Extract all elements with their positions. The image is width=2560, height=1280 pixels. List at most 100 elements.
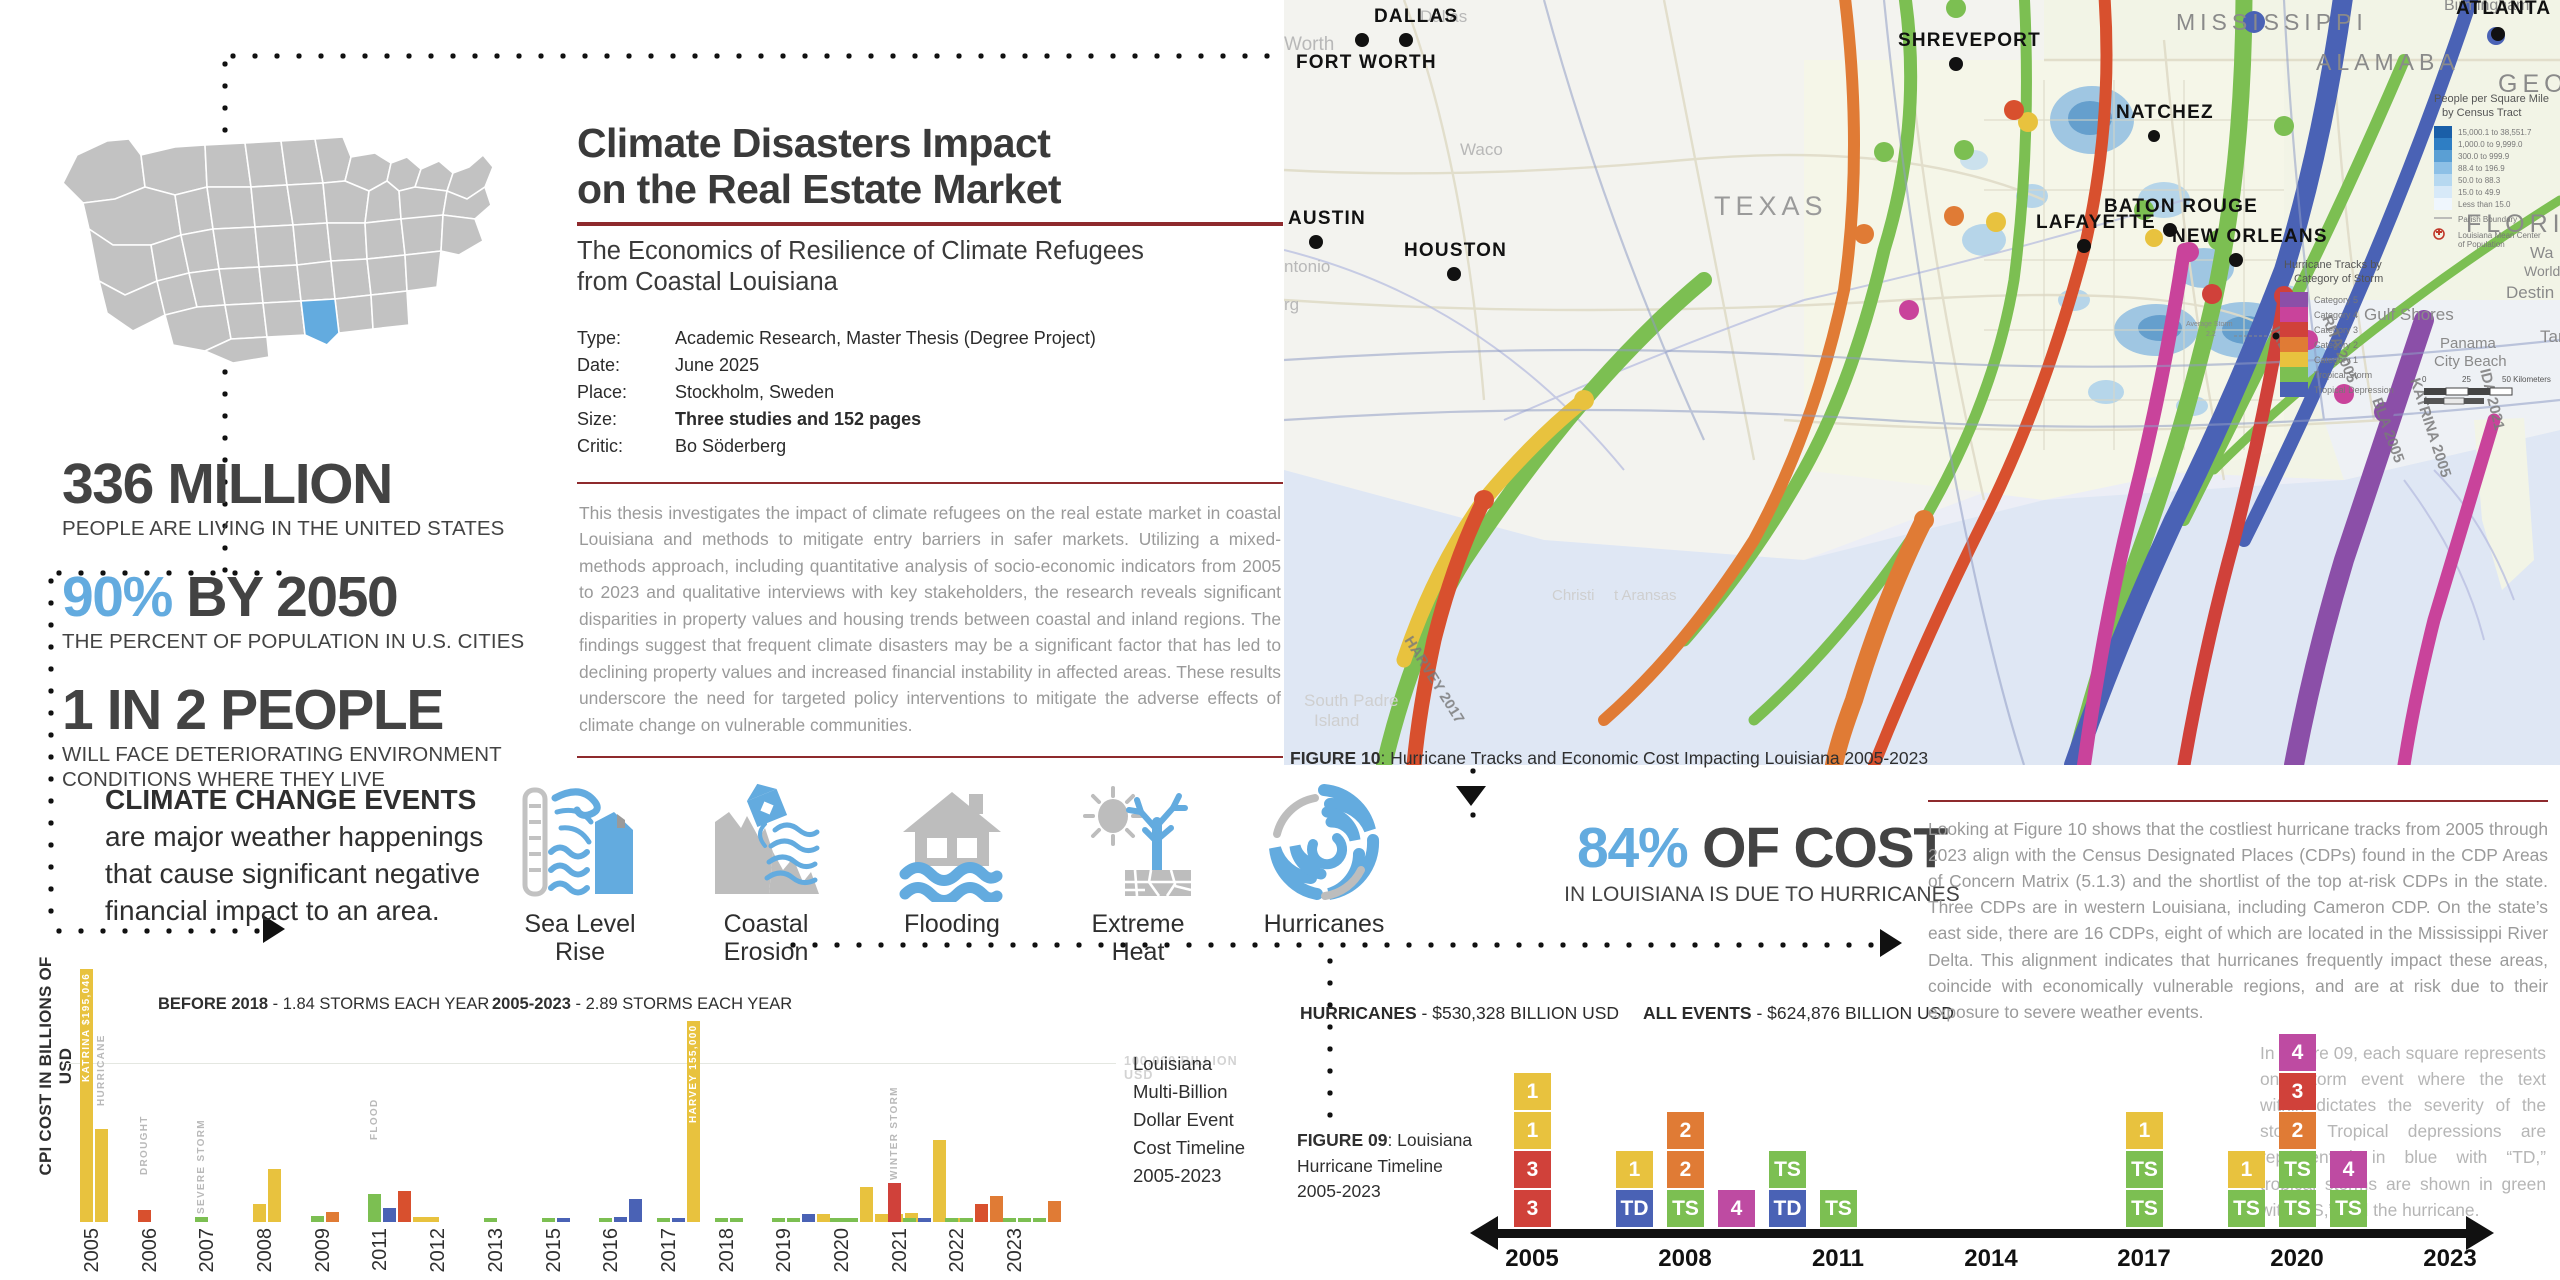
place-label-wa: Wa xyxy=(2530,245,2554,262)
icon-label-sea-level-rise-2: Rise xyxy=(554,938,605,966)
place-label-island: Island xyxy=(1314,711,1359,730)
bar-2018-severe_storm xyxy=(714,1218,728,1222)
bar-2005-hurricane xyxy=(80,969,93,1222)
timeline-year-2005: 2005 xyxy=(1505,1245,1559,1272)
svg-text:Hurricane Tracks by: Hurricane Tracks by xyxy=(2284,259,2382,271)
connector-cost-to-fig09-vertical xyxy=(1327,950,1333,1130)
page-subtitle-line-2: from Coastal Louisiana xyxy=(577,268,838,297)
barchart-year-2023: 2023 xyxy=(1004,1228,1027,1273)
timeline-square-2011-TS: TS xyxy=(1820,1190,1857,1227)
cce-body-3: financial impact to an area. xyxy=(105,894,440,926)
metadata-value-type: Academic Research, Master Thesis (Degree… xyxy=(675,327,1096,348)
city-label-lafayette: LAFAYETTE xyxy=(2036,212,2156,233)
timeline-square-2005-1: 1 xyxy=(1514,1073,1551,1110)
city-label-atlanta: ATLANTA xyxy=(2456,0,2551,19)
bar-2019-severe_storm xyxy=(772,1218,786,1222)
svg-text:Parish Boundary: Parish Boundary xyxy=(2458,215,2517,224)
city-label-austin: AUSTIN xyxy=(1288,208,1366,229)
bar-2019-severe_storm xyxy=(787,1218,801,1222)
barchart-year-2016: 2016 xyxy=(600,1228,623,1273)
timeline-square-2008-2: 2 xyxy=(1667,1151,1704,1188)
bar-label-2005-hurricane: HURRICANE xyxy=(96,1033,107,1106)
icon-cell-coastal-erosion: Coastal Erosion xyxy=(686,782,846,966)
timeline-year-2008: 2008 xyxy=(1658,1245,1712,1272)
timeline-square-2020-2: 2 xyxy=(2279,1112,2316,1149)
metadata-value-critic: Bo Söderberg xyxy=(675,435,787,456)
flooding-icon xyxy=(899,792,1003,902)
abstract-text: This thesis investigates the impact of c… xyxy=(579,502,1281,735)
svg-text:1,000.0 to 9,999.0: 1,000.0 to 9,999.0 xyxy=(2458,140,2523,149)
icon-cell-hurricanes: Hurricanes xyxy=(1244,782,1404,966)
barchart-year-2022: 2022 xyxy=(946,1228,969,1273)
bar-2006-drought xyxy=(137,1210,151,1222)
timeline-column-2009: 4 xyxy=(1718,1188,1755,1227)
bar-2023-tropical_cyclone xyxy=(1048,1201,1062,1222)
climate-event-icons: Sea Level Rise Coastal xyxy=(500,782,1404,966)
city-dot-natchez xyxy=(2148,130,2160,142)
barchart-legend: Louisiana Multi-Billion Dollar Event Cos… xyxy=(1133,1050,1268,1191)
svg-text:300.0 to 999.9: 300.0 to 999.9 xyxy=(2458,152,2510,161)
cce-headline: CLIMATE CHANGE EVENTS xyxy=(105,784,477,815)
stat-urbanization: 90% BY 2050 THE PERCENT OF POPULATION IN… xyxy=(62,568,582,655)
figure-09-caption-label: FIGURE 09 xyxy=(1297,1130,1388,1150)
timeline-column-2011: TS xyxy=(1820,1188,1857,1227)
timeline-arrow-left xyxy=(1470,1216,1498,1250)
bar-2011-drought xyxy=(398,1190,412,1222)
metadata-value-date: June 2025 xyxy=(675,354,760,375)
timeline-square-2017-TS: TS xyxy=(2126,1190,2163,1227)
stat-urbanization-number: 90% BY 2050 xyxy=(62,568,582,626)
icon-cell-extreme-heat: Extreme Heat xyxy=(1058,782,1218,966)
city-dot-new-orleans xyxy=(2229,253,2243,267)
climate-change-events-text: CLIMATE CHANGE EVENTS are major weather … xyxy=(105,782,525,930)
timeline-year-2020: 2020 xyxy=(2270,1245,2324,1272)
city-label-dallas: DALLAS xyxy=(1374,6,1458,27)
city-dot-baton-rouge xyxy=(2163,223,2177,237)
timeline-column-2019: TS 1 xyxy=(2228,1149,2265,1227)
cost-statistic-rest: OF COST xyxy=(1687,816,1948,880)
metadata-row-date: Date: June 2025 xyxy=(577,352,1283,379)
map-density-legend: People per Square Mile by Census Tract 1… xyxy=(2433,93,2549,249)
barchart-annot-left-bold: BEFORE 2018 xyxy=(158,995,269,1013)
timeline-square-2020-TS: TS xyxy=(2279,1151,2316,1188)
timeline-column-2008: TS 2 2 xyxy=(1667,1110,1704,1227)
bar-2020-hurricane xyxy=(905,1212,918,1222)
figure-10-caption: FIGURE 10: Hurricane Tracks and Economic… xyxy=(1290,748,1928,769)
city-label-natchez: NATCHEZ xyxy=(2116,102,2214,123)
stat-population-caption: PEOPLE ARE LIVING IN THE UNITED STATES xyxy=(62,517,505,541)
bar-2012-hurricane xyxy=(426,1217,440,1222)
stat-environment-caption-2: CONDITIONS WHERE THEY LIVE xyxy=(62,768,386,792)
bar-label-2017-hurricane: HARVEY 155,000 xyxy=(687,1025,699,1124)
timeline-square-2020-TS: TS xyxy=(2279,1190,2316,1227)
barchart-legend-line-1: Louisiana xyxy=(1133,1053,1213,1074)
timeline-square-2017-TS: TS xyxy=(2126,1151,2163,1188)
icon-label-coastal-erosion-2: Erosion xyxy=(723,938,809,966)
cce-body-1: are major weather happenings xyxy=(105,820,484,852)
svg-text:by Census Tract: by Census Tract xyxy=(2442,107,2521,119)
city-label-baton-rouge: BATON ROUGE xyxy=(2104,196,2258,217)
barchart-year-2015: 2015 xyxy=(542,1228,565,1273)
timeline-square-2007-TD: TD xyxy=(1616,1190,1653,1227)
us-map-graphic xyxy=(62,136,494,364)
bar-2022-drought xyxy=(975,1203,989,1222)
metadata-value-size: Three studies and 152 pages xyxy=(675,408,922,429)
state-label-alamaba: ALAMABA xyxy=(2316,49,2460,75)
place-label-south-padre: South Padre xyxy=(1304,691,1399,710)
abstract-block: This thesis investigates the impact of c… xyxy=(577,481,1283,758)
barchart-annotation-2005-2023: 2005-2023 - 2.89 STORMS EACH YEAR xyxy=(492,995,792,1014)
map-scale-bar-2 xyxy=(2424,397,2484,405)
bar-label-2005-hurricane: KATRINA $195,046 xyxy=(81,973,92,1083)
barchart-legend-line-2: Multi-Billion xyxy=(1133,1081,1228,1103)
bar-2016-blue_event xyxy=(614,1217,628,1222)
timeline-column-2017: TS TS 1 xyxy=(2126,1110,2163,1227)
figure-10-caption-text: : Hurricane Tracks and Economic Cost Imp… xyxy=(1380,748,1929,768)
analysis-text-figure10-body: Looking at Figure 10 shows that the cost… xyxy=(1928,819,2548,1022)
svg-text:0: 0 xyxy=(2422,375,2427,384)
bar-2022-severe_storm xyxy=(945,1218,959,1222)
timeline-year-2014: 2014 xyxy=(1964,1245,2018,1272)
icon-cell-flooding: Flooding xyxy=(872,782,1032,966)
page-title-line-1: Climate Disasters Impact xyxy=(577,120,1051,166)
bar-2023-severe_storm xyxy=(1033,1218,1047,1222)
timeline-square-2008-TS: TS xyxy=(1667,1190,1704,1227)
icon-label-flooding-1: Flooding xyxy=(904,910,1000,938)
